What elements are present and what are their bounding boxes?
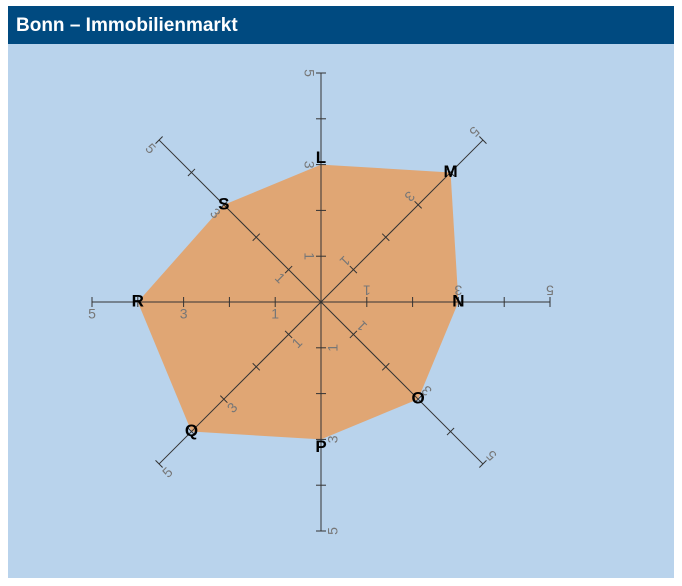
tick-label: 5 — [301, 69, 317, 77]
tick-mark — [187, 168, 196, 177]
tick-mark — [349, 265, 358, 274]
tick-label: 5 — [546, 282, 554, 298]
tick-mark — [479, 136, 487, 144]
tick-label: 1 — [363, 282, 371, 298]
tick-mark — [252, 233, 261, 242]
tick-mark — [381, 362, 390, 371]
axis-line — [320, 139, 484, 303]
category-label: M — [443, 162, 457, 181]
category-label: P — [315, 437, 326, 456]
tick-label: 3 — [301, 161, 317, 169]
axis-line — [158, 301, 322, 465]
category-label: O — [412, 389, 425, 408]
tick-label: 5 — [325, 527, 341, 535]
tick-mark — [414, 395, 423, 404]
tick-mark — [414, 200, 423, 209]
tick-mark — [284, 265, 293, 274]
tick-label: 1 — [325, 344, 341, 352]
category-label: L — [316, 148, 326, 167]
category-label: Q — [185, 421, 198, 440]
tick-mark — [446, 168, 455, 177]
tick-mark — [219, 200, 228, 209]
chart-title: Bonn – Immobilienmarkt — [16, 15, 238, 36]
category-label: S — [218, 194, 229, 213]
tick-label: 3 — [325, 435, 341, 443]
tick-label: 3 — [180, 306, 188, 322]
tick-mark — [479, 460, 487, 468]
tick-mark — [446, 427, 455, 436]
tick-mark — [349, 330, 358, 339]
axis-line — [158, 139, 322, 303]
axis-line — [320, 301, 484, 465]
tick-mark — [219, 395, 228, 404]
tick-mark — [155, 460, 163, 468]
tick-label: 1 — [301, 252, 317, 260]
tick-mark — [252, 362, 261, 371]
tick-mark — [381, 233, 390, 242]
category-label: N — [452, 291, 464, 310]
tick-mark — [284, 330, 293, 339]
tick-label: 5 — [88, 306, 96, 322]
title-bar — [8, 6, 674, 44]
tick-mark — [187, 427, 196, 436]
tick-label: 3 — [454, 282, 462, 298]
tick-label: 1 — [271, 306, 279, 322]
tick-mark — [155, 136, 163, 144]
category-label: R — [132, 291, 144, 310]
